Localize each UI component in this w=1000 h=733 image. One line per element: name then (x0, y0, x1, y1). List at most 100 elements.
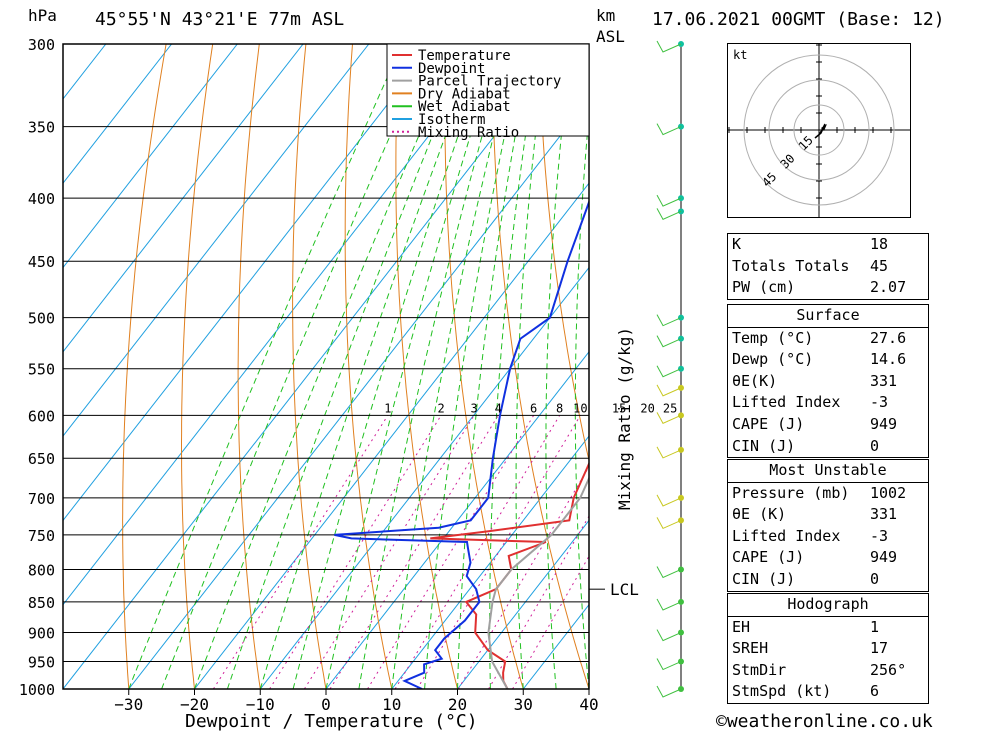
most-unstable-value: 1002 (870, 483, 907, 502)
copyright-link[interactable]: ©weatheronline.co.uk (716, 711, 933, 732)
wet-adiabat-line (545, 44, 572, 689)
pressure-tick-label: 850 (28, 594, 55, 612)
hodograph-value: 1 (870, 617, 880, 636)
isotherm-line (325, 351, 589, 689)
pressure-tick-label: 300 (28, 36, 55, 54)
legend-item-label: Parcel Trajectory (418, 74, 561, 90)
surface-value: 0 (870, 436, 880, 455)
surface-value: 27.6 (870, 328, 907, 347)
wind-barb (656, 208, 682, 220)
dry-adiabat-line (585, 44, 589, 108)
isotherm-line (63, 44, 435, 522)
most-unstable-value: 331 (870, 505, 898, 524)
x-tick-label: 20 (448, 695, 467, 714)
wind-barb (656, 494, 682, 507)
isotherm-line (63, 44, 501, 606)
legend-item-label: Temperature (418, 48, 511, 64)
surface-row: Dewp (°C) 14.6 (728, 349, 928, 371)
wet-adiabat-line (194, 44, 460, 689)
hodograph-value: 256° (870, 660, 907, 679)
mixing-ratio-label: 4 (495, 401, 502, 415)
mixing-ratio-line (457, 465, 589, 689)
most-unstable-label: θE (K) (732, 505, 787, 524)
mixing-ratio-label: 2 (438, 401, 445, 415)
date-title: 17.06.2021 00GMT (Base: 12) (652, 9, 945, 30)
mixing-ratio-label: 8 (556, 401, 563, 415)
isotherm-line (63, 44, 238, 269)
surface-value: 14.6 (870, 350, 907, 369)
mixing-ratio-label: 6 (530, 401, 537, 415)
most-unstable-row: θE (K) 331 (728, 504, 928, 526)
pressure-tick-label: 650 (28, 450, 55, 468)
wind-barb (656, 598, 682, 611)
hodo-ring-label: 45 (759, 170, 779, 190)
surface-table: Surface Temp (°C) 27.6 Dewp (°C) 14.6 θE(K) 3… (727, 304, 929, 459)
surface-row: Lifted Index -3 (728, 392, 928, 414)
surface-label: Dewp (°C) (732, 350, 814, 369)
mixing-ratio-label: 15 (612, 401, 626, 415)
x-tick-label: −10 (246, 695, 275, 714)
indices-label: PW (cm) (732, 278, 796, 297)
most-unstable-table: Most Unstable Pressure (mb) 1002 θE (K) 331… (727, 459, 929, 592)
indices-row: PW (cm) 2.07 (728, 277, 928, 299)
indices-value: 2.07 (870, 278, 907, 297)
wind-barb (656, 384, 682, 397)
surface-value: 331 (870, 371, 898, 390)
hodo-ring-label: 30 (778, 151, 798, 171)
wind-barb (656, 566, 682, 579)
pressure-tick-label: 950 (28, 654, 55, 672)
mixing-ratio-axis-label: Mixing Ratio (g/kg) (615, 327, 634, 510)
hodograph-plot: kt 15 30 45 (727, 43, 911, 218)
hodograph-row: EH 1 (728, 617, 928, 639)
mixing-ratio-line (212, 415, 389, 689)
x-tick-label: 0 (321, 695, 331, 714)
isotherm-line (194, 182, 589, 689)
isotherm-line (391, 435, 589, 689)
mixing-ratio-label: 25 (663, 401, 677, 415)
pressure-tick-label: 800 (28, 561, 55, 579)
wind-barb (656, 335, 682, 348)
wind-barb (656, 685, 682, 698)
most-unstable-row: CIN (J) 0 (728, 569, 928, 591)
most-unstable-label: Pressure (mb) (732, 483, 850, 502)
dry-adiabat-line (958, 44, 1000, 689)
mixing-ratio-line (394, 415, 561, 689)
legend-item-label: Dry Adiabat (418, 86, 511, 102)
indices-label: Totals Totals (732, 256, 850, 275)
hodo-ring-label: 15 (796, 133, 816, 153)
most-unstable-row: CAPE (J) 949 (728, 547, 928, 569)
most-unstable-label: Lifted Index (732, 526, 841, 545)
wet-adiabat-line (574, 110, 589, 689)
surface-row: θE(K) 331 (728, 371, 928, 393)
pressure-tick-label: 500 (28, 310, 55, 328)
indices-label: K (732, 235, 742, 253)
surface-row: Temp (°C) 27.6 (728, 328, 928, 350)
hodograph-label: StmDir (732, 660, 787, 679)
isotherm-line (128, 98, 589, 689)
wind-barb (656, 446, 682, 459)
hodo-trace (814, 123, 826, 139)
hodo-unit: kt (733, 48, 747, 62)
indices-table: K 18 Totals Totals 45 PW (cm) 2.07 (727, 233, 929, 300)
lcl-label: LCL (610, 580, 639, 599)
hodograph-row: StmDir 256° (728, 660, 928, 682)
km-unit: km (596, 6, 616, 25)
wind-point (678, 123, 684, 130)
most-unstable-row: Lifted Index -3 (728, 526, 928, 548)
pressure-tick-label: 1000 (19, 681, 55, 699)
wind-barb (656, 365, 682, 378)
most-unstable-row: Pressure (mb) 1002 (728, 483, 928, 505)
dry-adiabat-line (122, 44, 167, 689)
isotherm-line (63, 44, 304, 353)
pressure-tick-label: 450 (28, 253, 55, 271)
wind-barb (656, 40, 682, 53)
profile-temperature (430, 461, 589, 689)
indices-row: K 18 (728, 234, 928, 256)
legend-item-label: Dewpoint (418, 61, 485, 77)
mixing-ratio-label: 20 (640, 401, 654, 415)
x-tick-label: 40 (579, 695, 598, 714)
hodograph-label: StmSpd (kt) (732, 682, 832, 701)
surface-title: Surface (728, 305, 928, 328)
location-title: 45°55'N 43°21'E 77m ASL (95, 9, 345, 30)
